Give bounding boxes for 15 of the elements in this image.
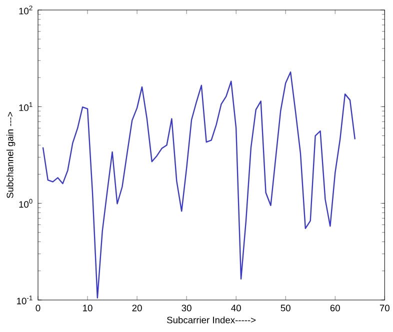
- x-tick-label: 60: [330, 304, 340, 312]
- line-series: [42, 71, 356, 299]
- x-tick-label: 40: [231, 304, 241, 312]
- x-tick-label: 0: [36, 304, 40, 312]
- y-axis-title: Subchannel gain --->: [6, 112, 16, 198]
- x-tick-label: 20: [132, 304, 142, 312]
- x-axis-title: Subcarrier Index----->: [167, 316, 256, 324]
- y-tick-label: 10$^{1}$: [19, 102, 32, 111]
- y-tick-label: 10$^{-1}$: [17, 296, 32, 304]
- x-tick-label: 70: [380, 304, 390, 312]
- y-tick-label: 10$^{0}$: [19, 198, 32, 208]
- x-tick-label: 30: [182, 304, 192, 312]
- x-tick-label: 10: [83, 304, 92, 312]
- x-tick-label: 50: [280, 304, 290, 312]
- y-tick-label: 10$^{2}$: [19, 6, 32, 14]
